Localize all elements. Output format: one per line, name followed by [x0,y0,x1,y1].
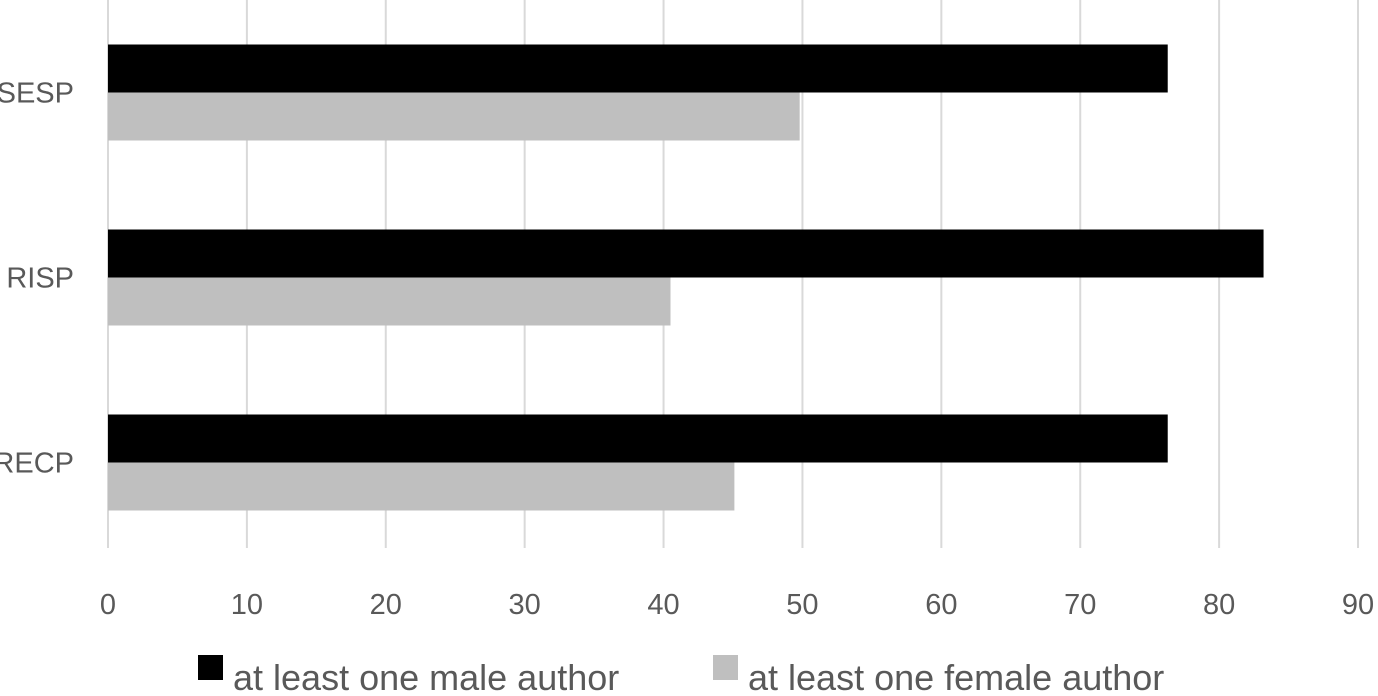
x-tick-10: 10 [231,589,263,621]
legend-label-0: at least one male author [233,657,619,696]
x-tick-60: 60 [925,589,957,621]
x-tick-40: 40 [647,589,679,621]
legend-swatch-0 [198,655,223,680]
x-tick-30: 30 [509,589,541,621]
legend: at least one male author at least one fem… [198,655,1164,696]
bar-recp-series-1 [108,462,735,511]
category-label-risp: RISP [6,263,74,295]
x-tick-50: 50 [786,589,818,621]
x-tick-0: 0 [100,589,116,621]
x-tick-labels: 0 10 20 30 40 50 60 70 80 90 [100,589,1374,621]
legend-label-1: at least one female author [748,657,1164,696]
bars [108,44,1264,511]
x-tick-20: 20 [370,589,402,621]
bar-risp-series-1 [108,277,671,326]
bar-sesp-series-1 [108,92,800,141]
x-tick-70: 70 [1064,589,1096,621]
category-label-sesp: SESP [0,78,74,110]
bar-sesp-series-0 [108,44,1168,93]
x-tick-90: 90 [1342,589,1374,621]
bar-recp-series-0 [108,414,1168,463]
category-label-recp: RECP [0,448,74,480]
category-labels: SESP RISP RECP [0,78,74,480]
bar-risp-series-0 [108,229,1264,278]
x-tick-80: 80 [1203,589,1235,621]
legend-swatch-1 [713,655,738,680]
